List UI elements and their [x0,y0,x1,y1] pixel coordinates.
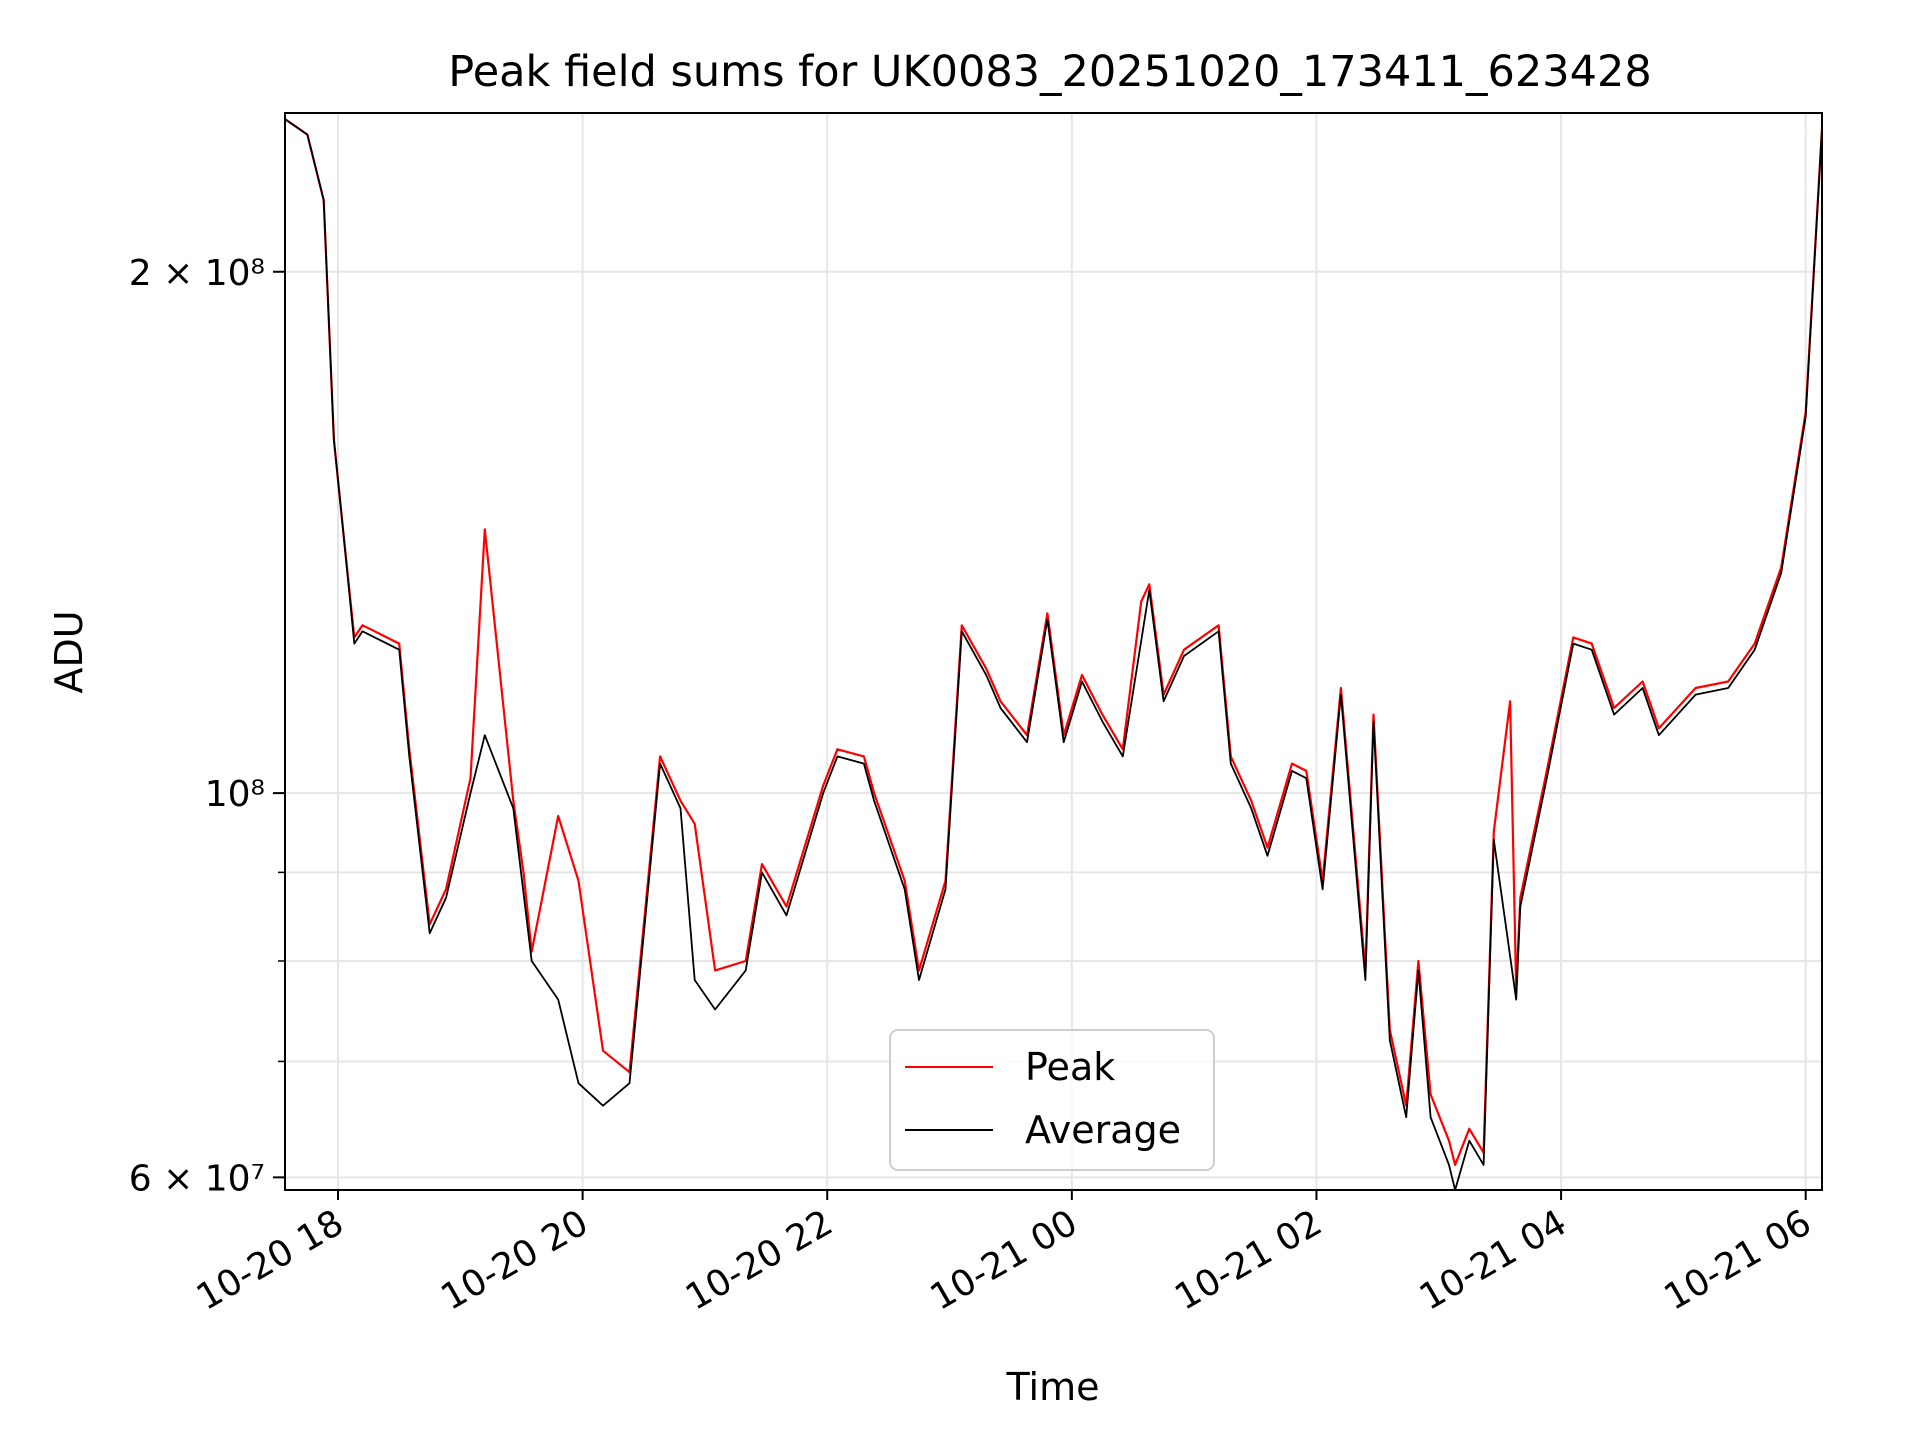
plot-frame [284,112,1823,1191]
y-tick-label: 6 × 10⁷ [129,1158,265,1199]
legend-label-average: Average [1025,1108,1181,1152]
y-axis: 6 × 10⁷ 10⁸ 2 × 10⁸ [129,253,285,1199]
plot-lines [284,118,1824,1191]
x-axis-label: Time [1006,1365,1100,1409]
legend: Peak Average [889,1029,1215,1171]
series-line-average [284,118,1823,1191]
legend-label-peak: Peak [1025,1045,1115,1089]
y-axis-label: ADU [47,610,91,693]
y-tick-label: 10⁸ [205,774,265,815]
chart-title: Peak field sums for UK0083_20251020_1734… [448,47,1651,97]
gridlines [285,113,1822,1190]
legend-box [889,1029,1215,1171]
y-tick-label: 2 × 10⁸ [129,253,265,294]
series-line-peak [284,118,1824,1167]
